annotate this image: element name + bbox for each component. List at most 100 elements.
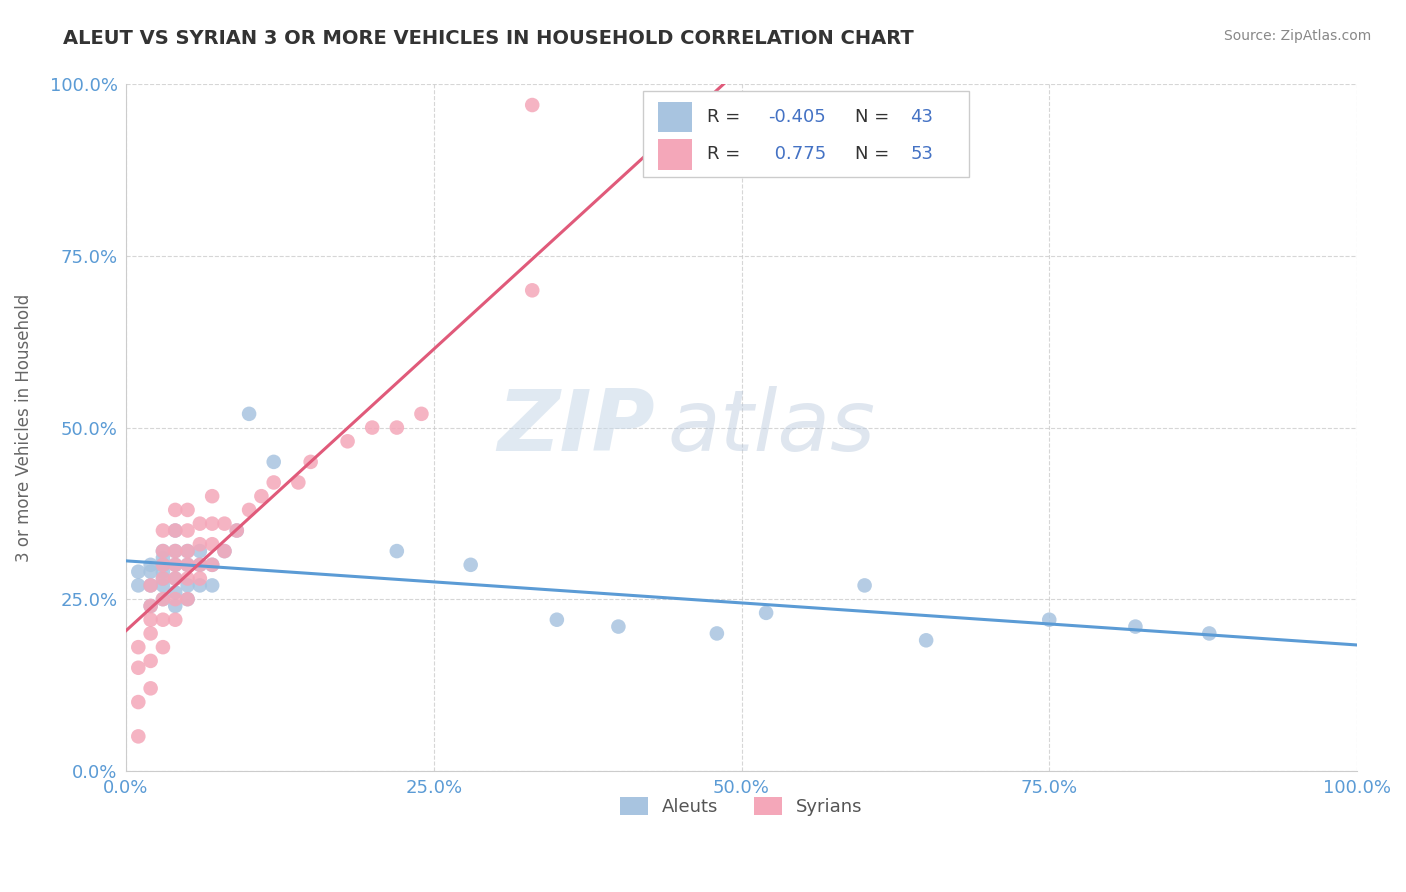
Point xyxy=(755,606,778,620)
Point xyxy=(299,455,322,469)
Point xyxy=(385,420,408,434)
Point xyxy=(176,524,198,538)
Text: N =: N = xyxy=(855,108,894,126)
Point xyxy=(201,489,224,503)
Text: R =: R = xyxy=(707,108,747,126)
Point xyxy=(188,544,211,558)
Point xyxy=(165,572,187,586)
Point xyxy=(250,489,273,503)
Point xyxy=(165,544,187,558)
Text: N =: N = xyxy=(855,145,894,163)
Point xyxy=(188,578,211,592)
Text: 43: 43 xyxy=(910,108,934,126)
Point xyxy=(263,455,285,469)
Point xyxy=(152,640,174,655)
Point xyxy=(1198,626,1220,640)
Point xyxy=(152,565,174,579)
Point xyxy=(152,592,174,607)
Point xyxy=(176,572,198,586)
Point xyxy=(139,681,162,696)
Point xyxy=(127,695,149,709)
Point xyxy=(176,503,198,517)
Point xyxy=(127,661,149,675)
Point xyxy=(176,558,198,572)
Point xyxy=(176,544,198,558)
Point xyxy=(460,558,482,572)
Point xyxy=(201,558,224,572)
Point xyxy=(165,558,187,572)
Point xyxy=(201,537,224,551)
Point xyxy=(188,558,211,572)
Point xyxy=(165,585,187,599)
Point xyxy=(225,524,247,538)
Point xyxy=(152,578,174,592)
Point xyxy=(165,503,187,517)
Point xyxy=(176,558,198,572)
Point xyxy=(165,572,187,586)
Point xyxy=(152,544,174,558)
Point xyxy=(238,407,260,421)
Point xyxy=(152,572,174,586)
Point xyxy=(522,283,544,297)
Point xyxy=(165,592,187,607)
Point xyxy=(176,544,198,558)
Text: R =: R = xyxy=(707,145,747,163)
Point xyxy=(1125,619,1147,633)
Point xyxy=(152,558,174,572)
Point xyxy=(287,475,309,490)
Point xyxy=(546,613,568,627)
Point xyxy=(238,503,260,517)
Point xyxy=(336,434,359,449)
Point xyxy=(188,572,211,586)
Point xyxy=(214,516,236,531)
Point xyxy=(152,544,174,558)
Text: Source: ZipAtlas.com: Source: ZipAtlas.com xyxy=(1223,29,1371,43)
Point xyxy=(263,475,285,490)
Text: 0.775: 0.775 xyxy=(769,145,825,163)
Point xyxy=(188,516,211,531)
Point xyxy=(139,578,162,592)
Point xyxy=(853,578,876,592)
Point xyxy=(165,524,187,538)
Point xyxy=(214,544,236,558)
Point xyxy=(139,599,162,613)
Point xyxy=(165,524,187,538)
Point xyxy=(201,558,224,572)
Point xyxy=(152,524,174,538)
Point xyxy=(152,592,174,607)
Point xyxy=(139,578,162,592)
Point xyxy=(165,558,187,572)
Point xyxy=(139,599,162,613)
Text: -0.405: -0.405 xyxy=(769,108,827,126)
Point xyxy=(139,654,162,668)
Point xyxy=(361,420,384,434)
Point xyxy=(188,558,211,572)
Point xyxy=(706,626,728,640)
Point xyxy=(607,619,630,633)
Point xyxy=(411,407,433,421)
Point xyxy=(139,565,162,579)
Point xyxy=(176,592,198,607)
Point xyxy=(165,613,187,627)
Y-axis label: 3 or more Vehicles in Household: 3 or more Vehicles in Household xyxy=(15,293,32,562)
Point xyxy=(706,146,728,161)
Legend: Aleuts, Syrians: Aleuts, Syrians xyxy=(613,789,870,823)
Point xyxy=(176,592,198,607)
Text: ALEUT VS SYRIAN 3 OR MORE VEHICLES IN HOUSEHOLD CORRELATION CHART: ALEUT VS SYRIAN 3 OR MORE VEHICLES IN HO… xyxy=(63,29,914,47)
Point xyxy=(165,599,187,613)
Point xyxy=(139,558,162,572)
Point xyxy=(165,544,187,558)
Point xyxy=(152,572,174,586)
Point xyxy=(127,640,149,655)
Bar xyxy=(658,102,692,132)
Point xyxy=(1038,613,1060,627)
FancyBboxPatch shape xyxy=(643,91,969,178)
Point xyxy=(152,558,174,572)
Point xyxy=(127,578,149,592)
Point xyxy=(176,578,198,592)
Point xyxy=(127,565,149,579)
Point xyxy=(522,98,544,112)
Point xyxy=(188,537,211,551)
Point xyxy=(201,516,224,531)
Point xyxy=(214,544,236,558)
